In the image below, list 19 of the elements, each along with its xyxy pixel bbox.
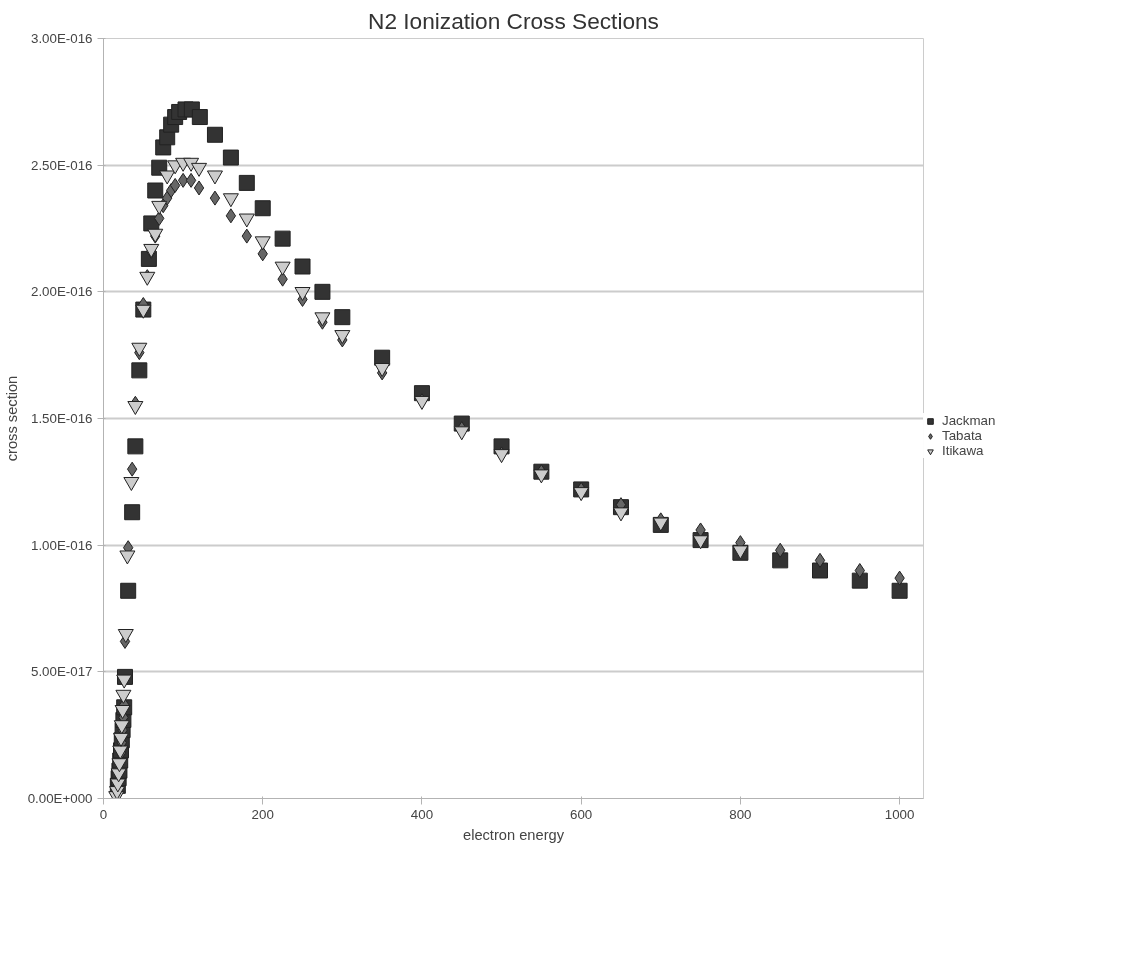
x-tick-label: 200 — [251, 806, 274, 822]
y-tick-label: 2.00E-016 — [30, 284, 93, 300]
y-tick-label: 5.00E-017 — [30, 664, 93, 680]
x-tick-label: 400 — [410, 806, 434, 822]
chart-title: N2 Ionization Cross Sections — [368, 7, 659, 34]
x-tick-label: 0 — [99, 806, 108, 822]
x-tick-label: 800 — [729, 806, 752, 822]
y-tick-label: 0.00E+000 — [27, 791, 93, 806]
y-tick-label: 1.50E-016 — [30, 411, 93, 426]
y-tick-label: 3.00E-016 — [30, 31, 93, 46]
x-axis-title: electron energy — [462, 826, 565, 843]
legend-label: Itikawa — [942, 443, 984, 458]
y-tick-label: 2.50E-016 — [30, 157, 93, 173]
legend-label: Jackman — [942, 413, 996, 428]
x-tick-label: 1000 — [884, 806, 915, 822]
legend-label: Tabata — [942, 428, 983, 443]
x-tick-label: 600 — [570, 806, 593, 822]
y-tick-label: 1.00E-016 — [30, 537, 93, 553]
y-axis-title: cross section — [3, 375, 20, 462]
